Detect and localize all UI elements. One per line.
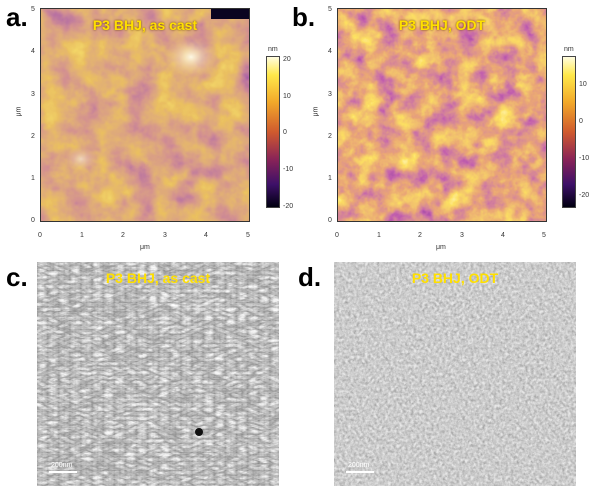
colorbar-tick: 20 (283, 56, 291, 63)
colorbar-tick: -10 (283, 166, 294, 173)
y-tick-label: 3 (328, 91, 332, 98)
x-tick-label: 3 (163, 232, 167, 239)
y-tick-label: 5 (31, 6, 35, 13)
colorbar-tick: 0 (579, 118, 583, 125)
y-tick-label: 0 (328, 217, 332, 224)
y-tick-label: 0 (31, 217, 35, 224)
x-tick-label: 4 (204, 232, 208, 239)
colorbar-tick: -10 (579, 155, 590, 162)
tem-image-as-cast: P3 BHJ, as cast 200nm (37, 262, 279, 486)
x-tick-label: 1 (80, 232, 84, 239)
afm-title-as-cast: P3 BHJ, as cast (92, 17, 198, 33)
x-tick-label: 5 (246, 232, 250, 239)
y-tick-label: 2 (31, 133, 35, 140)
scale-bar-label: 200nm (51, 462, 73, 469)
tem-title-as-cast: P3 BHJ, as cast (105, 270, 211, 286)
x-tick-label: 1 (377, 232, 381, 239)
y-tick-label: 1 (328, 175, 332, 182)
y-tick-label: 4 (328, 48, 332, 55)
colorbar-tick: -20 (283, 203, 294, 210)
tem-texture-odt (334, 262, 576, 486)
y-tick-label: 2 (328, 133, 332, 140)
y-axis-unit: μm (312, 106, 320, 117)
tem-fibril-texture-as-cast (37, 262, 279, 486)
x-tick-label: 4 (501, 232, 505, 239)
x-tick-label: 3 (460, 232, 464, 239)
colorbar-tick: 10 (283, 93, 291, 100)
panel-letter-c: c. (6, 262, 28, 292)
colorbar-unit: nm (268, 46, 278, 53)
panel-letter-d: d. (298, 262, 322, 292)
colorbar-unit: nm (564, 46, 574, 53)
afm-image-as-cast: P3 BHJ, as cast (40, 8, 250, 222)
y-tick-label: 5 (328, 6, 332, 13)
tem-title-odt: P3 BHJ, ODT (411, 270, 499, 286)
y-tick-label: 1 (31, 175, 35, 182)
y-tick-label: 4 (31, 48, 35, 55)
colorbar-tick: 0 (283, 129, 287, 136)
x-tick-label: 2 (418, 232, 422, 239)
scale-bar (49, 471, 77, 473)
x-tick-label: 0 (38, 232, 42, 239)
colorbar-odt (562, 56, 576, 208)
panel-letter-b: b. (292, 2, 316, 32)
x-tick-label: 5 (542, 232, 546, 239)
afm-image-odt: P3 BHJ, ODT (337, 8, 547, 222)
afm-title-odt: P3 BHJ, ODT (398, 17, 486, 33)
x-axis-unit: μm (436, 244, 446, 251)
scale-bar (346, 471, 374, 473)
x-tick-label: 0 (335, 232, 339, 239)
colorbar-as-cast (266, 56, 280, 208)
afm-height-map-odt (338, 9, 546, 221)
tem-image-odt: P3 BHJ, ODT 200nm (334, 262, 576, 486)
y-axis-unit: μm (15, 106, 23, 117)
colorbar-tick: -20 (579, 192, 590, 199)
colorbar-tick: 10 (579, 81, 587, 88)
panel-letter-a: a. (6, 2, 28, 32)
x-axis-unit: μm (140, 244, 150, 251)
afm-height-map-as-cast (41, 9, 249, 221)
y-tick-label: 3 (31, 91, 35, 98)
scale-bar-label: 200nm (348, 462, 370, 469)
x-tick-label: 2 (121, 232, 125, 239)
